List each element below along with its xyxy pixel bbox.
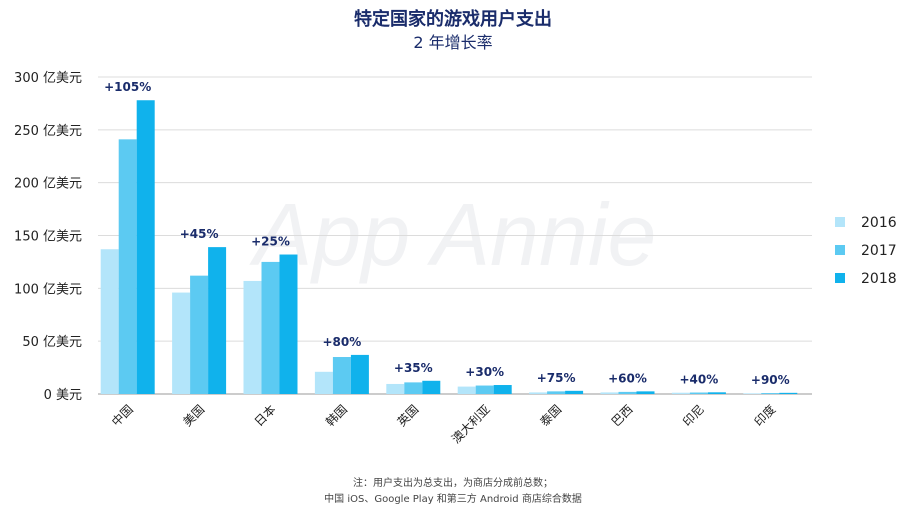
bar-0-2018 (136, 100, 155, 394)
watermark-text: App Annie (249, 185, 657, 284)
y-tick-label-6: 300 亿美元 (14, 71, 82, 86)
growth-label-9: +90% (751, 373, 790, 387)
category-label-1: 美国 (180, 402, 207, 429)
chart-title: 特定国家的游戏用户支出 (354, 9, 552, 30)
bar-9-2018 (779, 392, 798, 394)
growth-label-1: +45% (180, 227, 219, 241)
growth-label-8: +40% (680, 372, 719, 386)
bar-3-2017 (332, 357, 351, 394)
y-tick-label-0: 0 美元 (44, 388, 82, 403)
category-label-8: 印尼 (680, 402, 707, 429)
y-tick-label-3: 150 亿美元 (14, 230, 82, 245)
bar-6-2016 (529, 392, 548, 394)
bar-4-2016 (386, 383, 405, 394)
y-tick-label-1: 50 亿美元 (22, 335, 82, 350)
legend: 2016 2017 2018 (835, 215, 897, 287)
category-label-6: 泰国 (537, 402, 564, 429)
bar-4-2017 (404, 382, 423, 394)
y-tick-label-2: 100 亿美元 (14, 282, 82, 297)
bar-8-2017 (689, 392, 708, 394)
title-block: 特定国家的游戏用户支出 2 年增长率 (0, 8, 906, 54)
growth-label-6: +75% (537, 371, 576, 385)
legend-swatch-2018 (835, 273, 845, 283)
bar-6-2017 (547, 391, 566, 394)
growth-label-5: +30% (465, 365, 504, 379)
legend-label-2016: 2016 (861, 215, 897, 231)
bar-2-2018 (279, 254, 298, 394)
bar-1-2016 (172, 292, 191, 394)
bar-1-2018 (208, 247, 227, 394)
bar-4-2018 (422, 380, 441, 394)
bar-5-2016 (457, 386, 476, 394)
footnote: 注：用户支出为总支出，为商店分成前总数； 中国 iOS、Google Play … (0, 476, 906, 508)
bar-5-2018 (493, 385, 512, 394)
category-label-3: 韩国 (322, 402, 350, 430)
bar-9-2017 (761, 393, 780, 394)
y-axis-ticks: 0 美元 50 亿美元 100 亿美元 150 亿美元 200 亿美元 250 亿美元 30… (14, 71, 82, 403)
chart-subtitle: 2 年增长率 (413, 33, 493, 52)
bar-7-2017 (618, 391, 637, 394)
bar-2-2016 (243, 280, 262, 394)
bar-5-2017 (475, 385, 494, 394)
bar-8-2016 (671, 392, 690, 394)
growth-label-0: +105% (104, 80, 151, 94)
category-label-9: 印度 (751, 402, 779, 430)
bars (100, 100, 798, 394)
bar-7-2018 (636, 391, 655, 394)
footnote-line-2: 中国 iOS、Google Play 和第三方 Android 商店综合数据 (324, 494, 582, 505)
bar-9-2016 (743, 393, 762, 394)
y-tick-label-5: 250 亿美元 (14, 124, 82, 139)
growth-label-2: +25% (251, 235, 290, 249)
category-label-2: 日本 (252, 402, 279, 429)
bar-8-2018 (707, 392, 726, 394)
bar-0-2016 (100, 249, 119, 394)
y-tick-label-4: 200 亿美元 (14, 177, 82, 192)
bar-7-2016 (600, 392, 619, 394)
legend-swatch-2016 (835, 217, 845, 227)
bar-1-2017 (190, 275, 209, 394)
bar-0-2017 (118, 139, 137, 394)
legend-label-2017: 2017 (861, 243, 897, 259)
chart-svg: App Annie 0 美元 50 亿美元 100 亿美元 150 亿美元 200 亿美… (14, 71, 897, 447)
legend-label-2018: 2018 (861, 271, 897, 287)
growth-label-4: +35% (394, 361, 433, 375)
bar-3-2018 (350, 354, 369, 394)
growth-label-3: +80% (323, 335, 362, 349)
growth-labels: +105% +45% +25% +80% +35% +30% +75% +60% +40% +90… (104, 80, 790, 387)
category-label-0: 中国 (108, 402, 136, 430)
category-label-5: 澳大利亚 (449, 402, 493, 446)
category-label-4: 英国 (395, 402, 422, 429)
category-labels: 中国 美国 日本 韩国 英国 澳大利亚 泰国 巴西 印尼 印度 (108, 402, 778, 447)
footnote-line-1: 注：用户支出为总支出，为商店分成前总数； (353, 478, 553, 489)
bar-2-2017 (261, 261, 280, 394)
bar-3-2016 (314, 371, 333, 394)
category-label-7: 巴西 (609, 402, 636, 429)
legend-swatch-2017 (835, 245, 845, 255)
bar-6-2018 (565, 390, 584, 394)
growth-label-7: +60% (608, 371, 647, 385)
